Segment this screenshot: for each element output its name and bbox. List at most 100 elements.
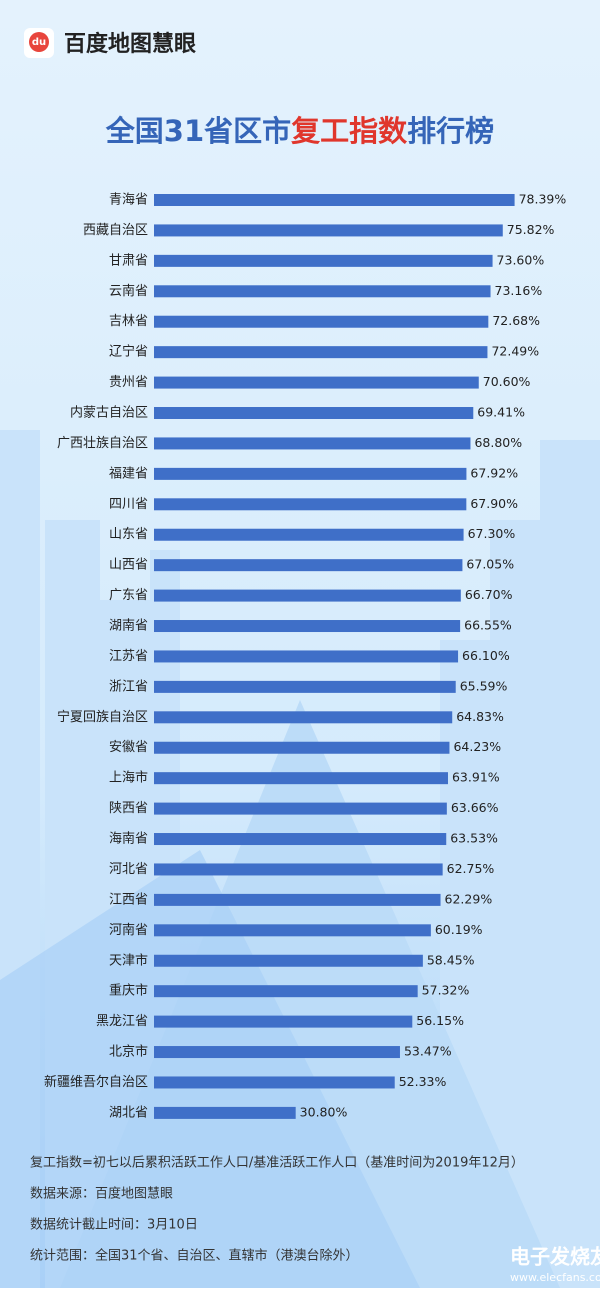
note: 统计范围：全国31个省、自治区、直辖市（港澳台除外）	[30, 1248, 359, 1264]
value-label: 75.82%	[507, 222, 555, 237]
category-label: 广西壮族自治区	[57, 435, 148, 451]
category-label: 广东省	[109, 588, 148, 603]
bar	[154, 680, 456, 693]
value-label: 60.19%	[435, 922, 483, 937]
notes: 复工指数=初七以后累积活跃工作人口/基准活跃工作人口（基准时间为2019年12月…	[30, 1156, 524, 1264]
value-label: 69.41%	[477, 405, 525, 420]
bar	[154, 711, 453, 724]
bar	[154, 194, 515, 206]
category-label: 青海省	[109, 193, 148, 208]
category-label: 西藏自治区	[83, 223, 148, 238]
bar	[154, 346, 488, 359]
category-label: 甘肃省	[109, 253, 148, 268]
category-label: 宁夏回族自治区	[57, 709, 148, 725]
bar	[154, 589, 461, 602]
bar	[154, 376, 479, 389]
bar	[154, 772, 448, 785]
bar	[154, 315, 489, 328]
category-label: 江西省	[109, 892, 148, 907]
category-label: 辽宁省	[109, 344, 148, 360]
bar	[154, 467, 467, 480]
value-label: 57.32%	[422, 983, 470, 998]
note: 数据统计截止时间：3月10日	[30, 1218, 198, 1233]
logo-pin	[29, 32, 49, 52]
value-label: 72.68%	[492, 313, 540, 328]
note: 复工指数=初七以后累积活跃工作人口/基准活跃工作人口（基准时间为2019年12月…	[30, 1156, 524, 1171]
bar	[154, 893, 441, 906]
value-label: 73.16%	[495, 283, 543, 298]
value-label: 63.91%	[452, 770, 500, 785]
bar	[154, 620, 461, 633]
value-label: 72.49%	[491, 344, 539, 359]
category-label: 福建省	[109, 466, 148, 481]
bar	[154, 650, 459, 663]
category-label: 吉林省	[109, 314, 148, 329]
category-label: 河南省	[109, 922, 148, 938]
category-label: 重庆市	[109, 983, 148, 999]
value-label: 64.23%	[453, 739, 501, 754]
bar	[154, 1076, 395, 1089]
value-label: 67.90%	[470, 496, 518, 511]
category-label: 黑龙江省	[96, 1014, 148, 1029]
bar	[154, 1046, 400, 1059]
value-label: 65.59%	[460, 678, 508, 693]
value-label: 66.10%	[462, 648, 510, 663]
bar	[154, 498, 467, 511]
chart-title: 全国31省区市复工指数排行榜	[105, 114, 494, 148]
value-label: 66.55%	[464, 618, 512, 633]
category-label: 贵州省	[109, 375, 148, 390]
bar	[154, 437, 471, 450]
bar	[154, 285, 491, 298]
title-highlight: 复工指数	[291, 114, 408, 148]
watermark-url: www.elecfans.com	[510, 1271, 600, 1284]
value-label: 67.30%	[468, 526, 516, 541]
value-label: 64.83%	[456, 709, 504, 724]
category-label: 海南省	[109, 831, 148, 847]
bar	[154, 924, 431, 937]
category-label: 内蒙古自治区	[70, 405, 148, 421]
value-label: 67.92%	[470, 465, 518, 480]
value-label: 58.45%	[427, 952, 475, 967]
value-label: 78.39%	[519, 192, 567, 207]
category-label: 浙江省	[109, 679, 148, 694]
category-label: 湖南省	[109, 618, 148, 634]
value-label: 53.47%	[404, 1044, 452, 1059]
watermark-name: 电子发烧友	[510, 1245, 600, 1269]
category-label: 安徽省	[109, 740, 148, 755]
value-label: 62.29%	[445, 891, 493, 906]
value-label: 63.66%	[451, 800, 499, 815]
category-label: 江苏省	[109, 648, 148, 664]
bar	[154, 833, 447, 846]
bar	[154, 1106, 296, 1119]
bar	[154, 559, 463, 572]
category-label: 新疆维吾尔自治区	[44, 1074, 148, 1090]
bar	[154, 1015, 413, 1028]
value-label: 70.60%	[483, 374, 531, 389]
bar-chart: 青海省 78.39% 西藏自治区 75.82% 甘肃省 73.60% 云南省 73.16% 吉林…	[44, 192, 566, 1121]
bar	[154, 254, 493, 267]
category-label: 四川省	[109, 497, 148, 512]
logo-icon-text: du	[32, 37, 46, 48]
bar	[154, 863, 443, 876]
bar	[154, 741, 450, 754]
category-label: 山西省	[109, 558, 148, 573]
bar	[154, 528, 464, 541]
title-part: 全国31省区市	[105, 114, 291, 148]
note: 数据来源：百度地图慧眼	[30, 1186, 173, 1202]
value-label: 56.15%	[416, 1013, 464, 1028]
category-label: 山东省	[109, 527, 148, 542]
bar	[154, 224, 503, 237]
category-label: 上海市	[109, 770, 148, 786]
category-label: 北京市	[109, 1044, 148, 1060]
title-part: 排行榜	[407, 114, 494, 148]
category-label: 天津市	[109, 952, 148, 968]
category-label: 云南省	[109, 283, 148, 299]
category-label: 陕西省	[109, 801, 148, 816]
bar	[154, 407, 474, 420]
category-label: 河北省	[109, 862, 148, 877]
bar	[154, 985, 418, 998]
value-label: 52.33%	[399, 1074, 447, 1089]
value-label: 63.53%	[450, 831, 498, 846]
value-label: 67.05%	[466, 557, 514, 572]
